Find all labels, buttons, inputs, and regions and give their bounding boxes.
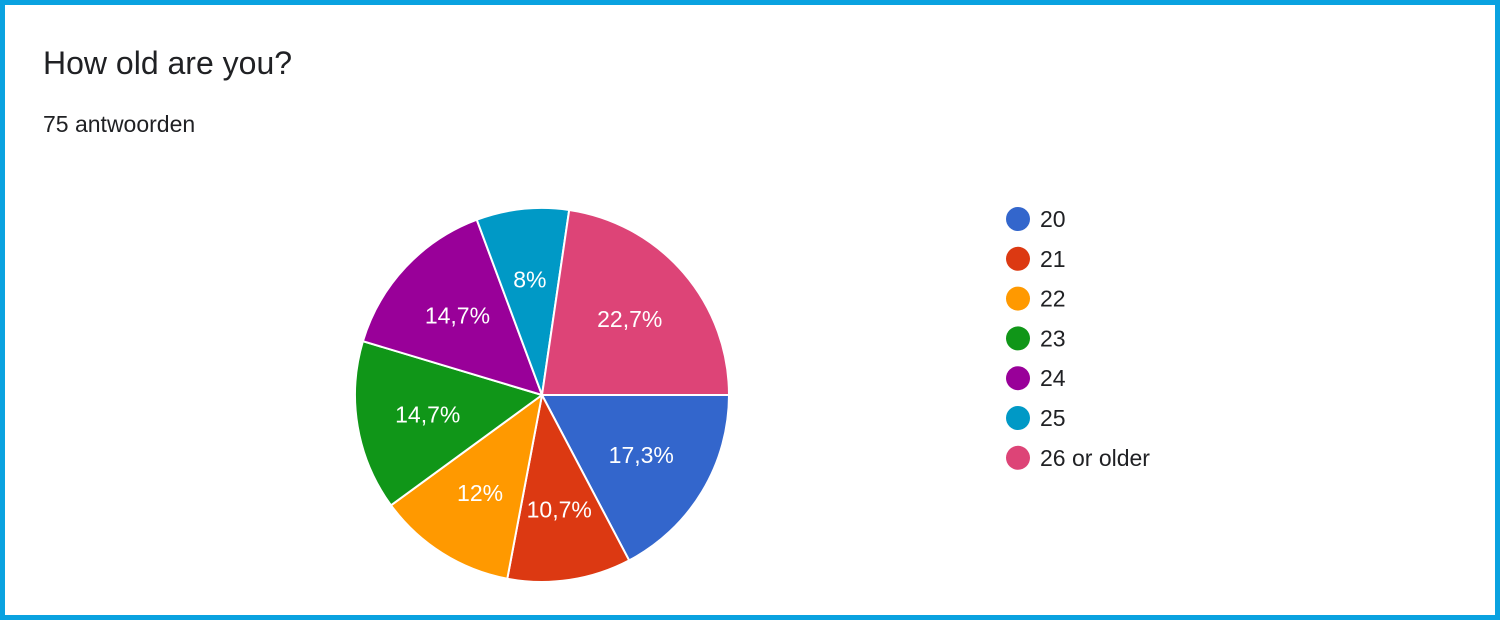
legend-label: 25 xyxy=(1040,405,1066,431)
legend-item: 23 xyxy=(1006,325,1066,351)
pie-slice-20 xyxy=(540,394,731,562)
pie-slice-21 xyxy=(506,391,631,583)
pie-slices xyxy=(354,207,731,583)
chart-legend: 20 21 22 23 24 25 26 or older xyxy=(1006,206,1150,471)
response-count: 75 antwoorden xyxy=(43,111,196,137)
pie-slice-25 xyxy=(475,207,571,396)
slice-label: 14,7% xyxy=(425,303,490,329)
legend-item: 22 xyxy=(1006,286,1066,312)
legend-swatch xyxy=(1006,207,1030,231)
legend-swatch xyxy=(1006,445,1030,470)
legend-label: 22 xyxy=(1040,286,1066,312)
slice-label: 12% xyxy=(457,480,503,506)
legend-swatch xyxy=(1006,246,1030,271)
legend-swatch xyxy=(1006,366,1030,391)
pie-slice-22 xyxy=(389,392,544,580)
legend-item: 24 xyxy=(1006,365,1066,391)
legend-item: 25 xyxy=(1006,405,1066,431)
legend-label: 24 xyxy=(1040,365,1066,391)
slice-label: 14,7% xyxy=(395,402,460,428)
legend-item: 20 xyxy=(1006,206,1066,232)
legend-label: 20 xyxy=(1040,206,1066,232)
legend-label: 23 xyxy=(1040,325,1066,351)
slice-label: 8% xyxy=(513,267,546,293)
pie-labels: 17,3% 10,7% 12% 14,7% 14,7% 8% 22,7% xyxy=(395,267,674,523)
question-title: How old are you? xyxy=(43,45,293,81)
legend-label: 21 xyxy=(1040,246,1066,272)
legend-swatch xyxy=(1006,406,1030,430)
legend-swatch xyxy=(1006,326,1030,351)
pie-slice-24 xyxy=(361,218,544,397)
pie-slice-23 xyxy=(354,339,545,507)
slice-label: 22,7% xyxy=(597,306,662,332)
legend-item: 26 or older xyxy=(1006,445,1150,471)
legend-item: 21 xyxy=(1006,246,1066,272)
slice-label: 17,3% xyxy=(609,442,674,468)
legend-swatch xyxy=(1006,286,1030,311)
pie-slice-26-or-older xyxy=(540,208,731,396)
slice-label: 10,7% xyxy=(527,497,592,523)
legend-label: 26 or older xyxy=(1040,445,1150,471)
